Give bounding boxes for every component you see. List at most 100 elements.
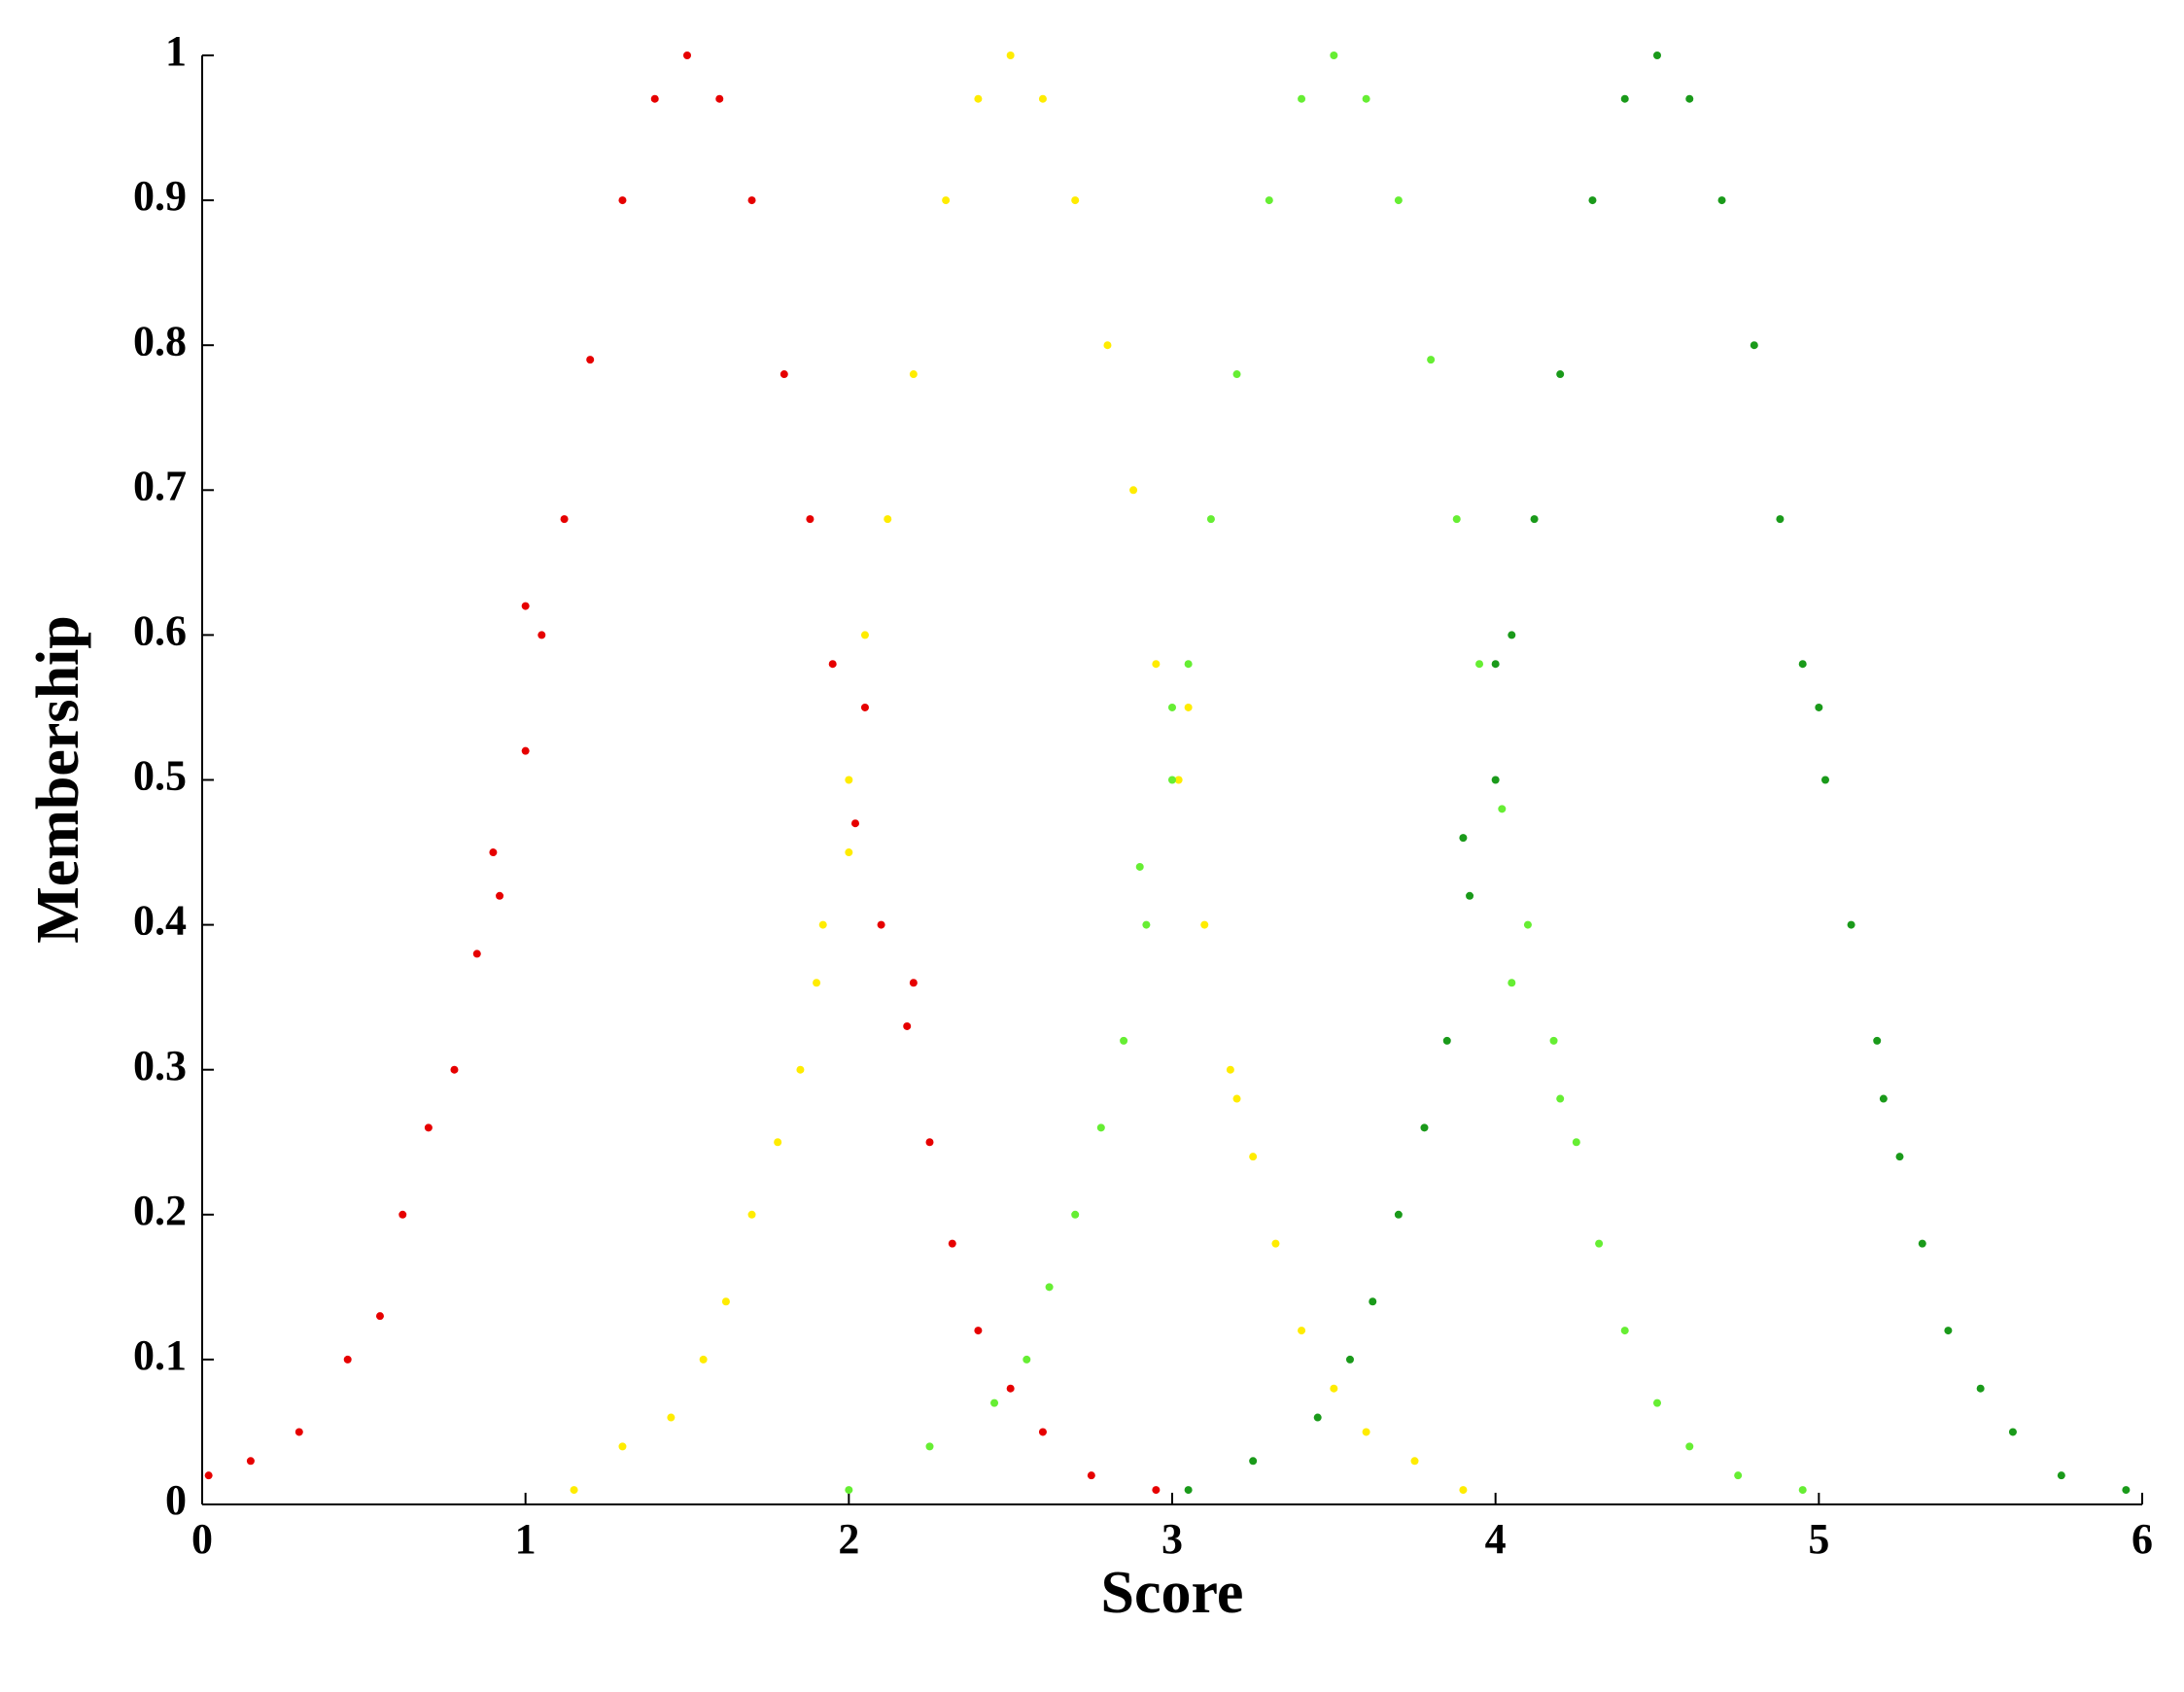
- point: [1815, 703, 1823, 711]
- point: [1103, 341, 1112, 350]
- point: [715, 94, 724, 103]
- point: [1071, 196, 1080, 205]
- y-tick-label: 0.8: [133, 317, 187, 364]
- point: [1330, 52, 1338, 59]
- point: [1045, 1283, 1054, 1292]
- point: [1475, 660, 1484, 669]
- point: [1879, 1094, 1888, 1103]
- point: [1685, 94, 1694, 103]
- point: [1369, 1297, 1377, 1306]
- point: [1918, 1239, 1926, 1248]
- x-tick-label: 6: [2132, 1515, 2153, 1563]
- point: [1620, 1327, 1629, 1335]
- point: [1071, 1210, 1080, 1219]
- point: [747, 196, 756, 205]
- point: [343, 1355, 352, 1364]
- point: [1087, 1471, 1095, 1480]
- point: [1249, 1457, 1258, 1466]
- point: [974, 1327, 983, 1335]
- point: [570, 1486, 578, 1495]
- point: [909, 979, 918, 987]
- y-tick-label: 0.4: [133, 897, 187, 945]
- point: [1168, 776, 1176, 784]
- point: [1313, 1413, 1322, 1422]
- point: [1298, 1327, 1306, 1335]
- point: [295, 1428, 303, 1436]
- point: [1394, 1210, 1403, 1219]
- point: [1653, 1398, 1661, 1407]
- point: [780, 370, 788, 379]
- point: [1096, 1123, 1105, 1132]
- point: [1466, 891, 1474, 900]
- point: [2008, 1428, 2017, 1436]
- point: [990, 1398, 999, 1407]
- point: [1976, 1384, 1985, 1393]
- point: [204, 1471, 213, 1480]
- point: [1459, 1486, 1468, 1495]
- y-tick-label: 0.9: [133, 172, 187, 220]
- y-tick-label: 0.2: [133, 1187, 187, 1234]
- point: [1184, 660, 1193, 669]
- point: [586, 356, 595, 364]
- point: [1232, 370, 1241, 379]
- point: [1120, 1036, 1128, 1045]
- point: [942, 196, 951, 205]
- point: [1168, 703, 1176, 711]
- y-tick-label: 0: [165, 1476, 187, 1524]
- x-tick-label: 1: [515, 1515, 537, 1563]
- x-tick-label: 5: [1808, 1515, 1829, 1563]
- point: [909, 370, 918, 379]
- point: [1265, 196, 1273, 205]
- point: [1345, 1355, 1354, 1364]
- point: [1271, 1239, 1280, 1248]
- point: [1249, 1153, 1258, 1161]
- point: [1895, 1153, 1904, 1161]
- point: [974, 94, 983, 103]
- point: [860, 631, 869, 639]
- x-axis-label: Score: [1101, 1560, 1244, 1626]
- point: [1135, 862, 1144, 871]
- point: [489, 848, 498, 857]
- point: [796, 1065, 805, 1074]
- point: [2122, 1486, 2131, 1495]
- point: [399, 1210, 407, 1219]
- point: [1776, 515, 1785, 524]
- point: [1152, 660, 1161, 669]
- point: [845, 848, 853, 857]
- point: [1420, 1123, 1429, 1132]
- point: [1362, 1428, 1370, 1436]
- point: [1184, 703, 1193, 711]
- point: [1142, 920, 1151, 929]
- point: [1653, 52, 1661, 59]
- point: [1362, 94, 1370, 103]
- point: [884, 515, 892, 524]
- y-tick-label: 0.7: [133, 462, 187, 509]
- point: [1427, 356, 1436, 364]
- point: [1442, 1036, 1451, 1045]
- point: [1038, 94, 1047, 103]
- point: [1588, 196, 1597, 205]
- point: [1798, 660, 1807, 669]
- point: [2057, 1471, 2065, 1480]
- point: [1750, 341, 1758, 350]
- point: [1820, 776, 1829, 784]
- point: [1038, 1428, 1047, 1436]
- point: [1452, 515, 1461, 524]
- point: [845, 1486, 853, 1495]
- point: [721, 1297, 730, 1306]
- point: [1595, 1239, 1604, 1248]
- point: [1734, 1471, 1743, 1480]
- point: [1394, 196, 1403, 205]
- point: [650, 94, 659, 103]
- point: [1184, 1486, 1193, 1495]
- point: [375, 1312, 384, 1321]
- point: [1873, 1036, 1882, 1045]
- point: [618, 196, 627, 205]
- point: [1226, 1065, 1234, 1074]
- point: [667, 1413, 676, 1422]
- point: [1847, 920, 1855, 929]
- point: [1530, 515, 1539, 524]
- point: [1549, 1036, 1558, 1045]
- x-tick-label: 3: [1161, 1515, 1183, 1563]
- y-tick-label: 0.5: [133, 752, 187, 800]
